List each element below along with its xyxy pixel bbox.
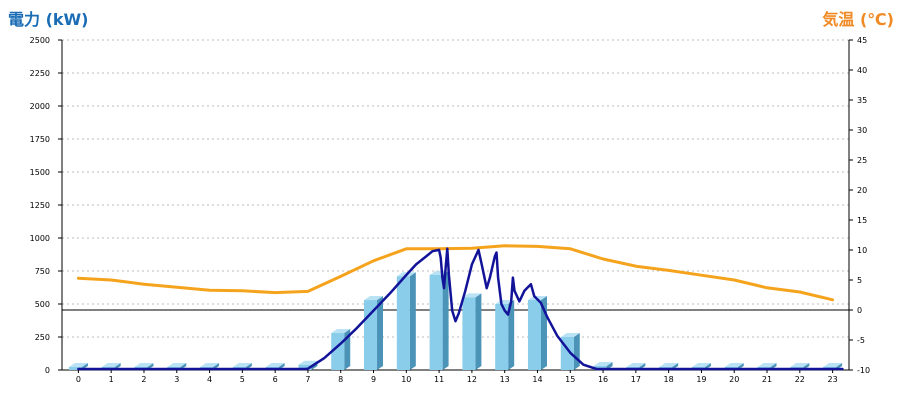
left-tick-label: 2500 — [30, 36, 50, 45]
left-tick-label: 250 — [35, 333, 50, 342]
left-tick-label: 2000 — [30, 102, 50, 111]
x-tick-label: 8 — [338, 375, 343, 384]
left-tick-label: 0 — [45, 366, 50, 375]
right-tick-label: 15 — [857, 216, 867, 225]
x-tick-label: 0 — [76, 375, 81, 384]
x-tick-label: 12 — [467, 375, 477, 384]
power-bar — [364, 296, 384, 370]
left-tick-label: 1000 — [30, 234, 50, 243]
right-tick-label: 0 — [857, 306, 862, 315]
x-tick-label: 1 — [109, 375, 114, 384]
x-tick-label: 3 — [174, 375, 179, 384]
x-tick-label: 5 — [240, 375, 245, 384]
x-tick-label: 16 — [598, 375, 608, 384]
power-bar — [396, 272, 416, 370]
x-tick-label: 4 — [207, 375, 212, 384]
right-axis-title: 気温 (℃) — [822, 10, 894, 29]
left-tick-label: 1250 — [30, 201, 50, 210]
right-tick-label: 25 — [857, 156, 867, 165]
x-tick-label: 10 — [401, 375, 411, 384]
left-tick-label: 2250 — [30, 69, 50, 78]
right-tick-label: 5 — [857, 276, 862, 285]
x-tick-label: 22 — [795, 375, 805, 384]
left-tick-label: 500 — [35, 300, 50, 309]
right-tick-label: 35 — [857, 96, 867, 105]
x-tick-label: 11 — [434, 375, 444, 384]
power-line — [77, 247, 844, 371]
power-bar — [462, 293, 482, 370]
left-axis-title: 電力 (kW) — [8, 10, 89, 29]
power-bar — [429, 270, 449, 370]
right-tick-label: 40 — [857, 66, 867, 75]
x-tick-label: 17 — [631, 375, 641, 384]
x-tick-label: 15 — [565, 375, 575, 384]
left-tick-label: 1750 — [30, 135, 50, 144]
x-tick-label: 13 — [500, 375, 510, 384]
temperature-line — [76, 244, 835, 302]
x-tick-label: 6 — [273, 375, 278, 384]
right-tick-label: -5 — [857, 336, 865, 345]
right-tick-label: -10 — [857, 366, 870, 375]
right-tick-label: 45 — [857, 36, 867, 45]
x-tick-label: 2 — [141, 375, 146, 384]
x-tick-label: 19 — [696, 375, 706, 384]
x-tick-label: 18 — [664, 375, 674, 384]
x-tick-label: 20 — [729, 375, 739, 384]
x-tick-label: 14 — [532, 375, 542, 384]
right-tick-label: 20 — [857, 186, 867, 195]
right-tick-label: 10 — [857, 246, 867, 255]
x-tick-label: 7 — [305, 375, 310, 384]
power-bar — [495, 300, 515, 370]
left-tick-label: 1500 — [30, 168, 50, 177]
x-tick-label: 23 — [828, 375, 838, 384]
x-tick-label: 9 — [371, 375, 376, 384]
x-tick-label: 21 — [762, 375, 772, 384]
left-tick-label: 750 — [35, 267, 50, 276]
right-tick-label: 30 — [857, 126, 867, 135]
